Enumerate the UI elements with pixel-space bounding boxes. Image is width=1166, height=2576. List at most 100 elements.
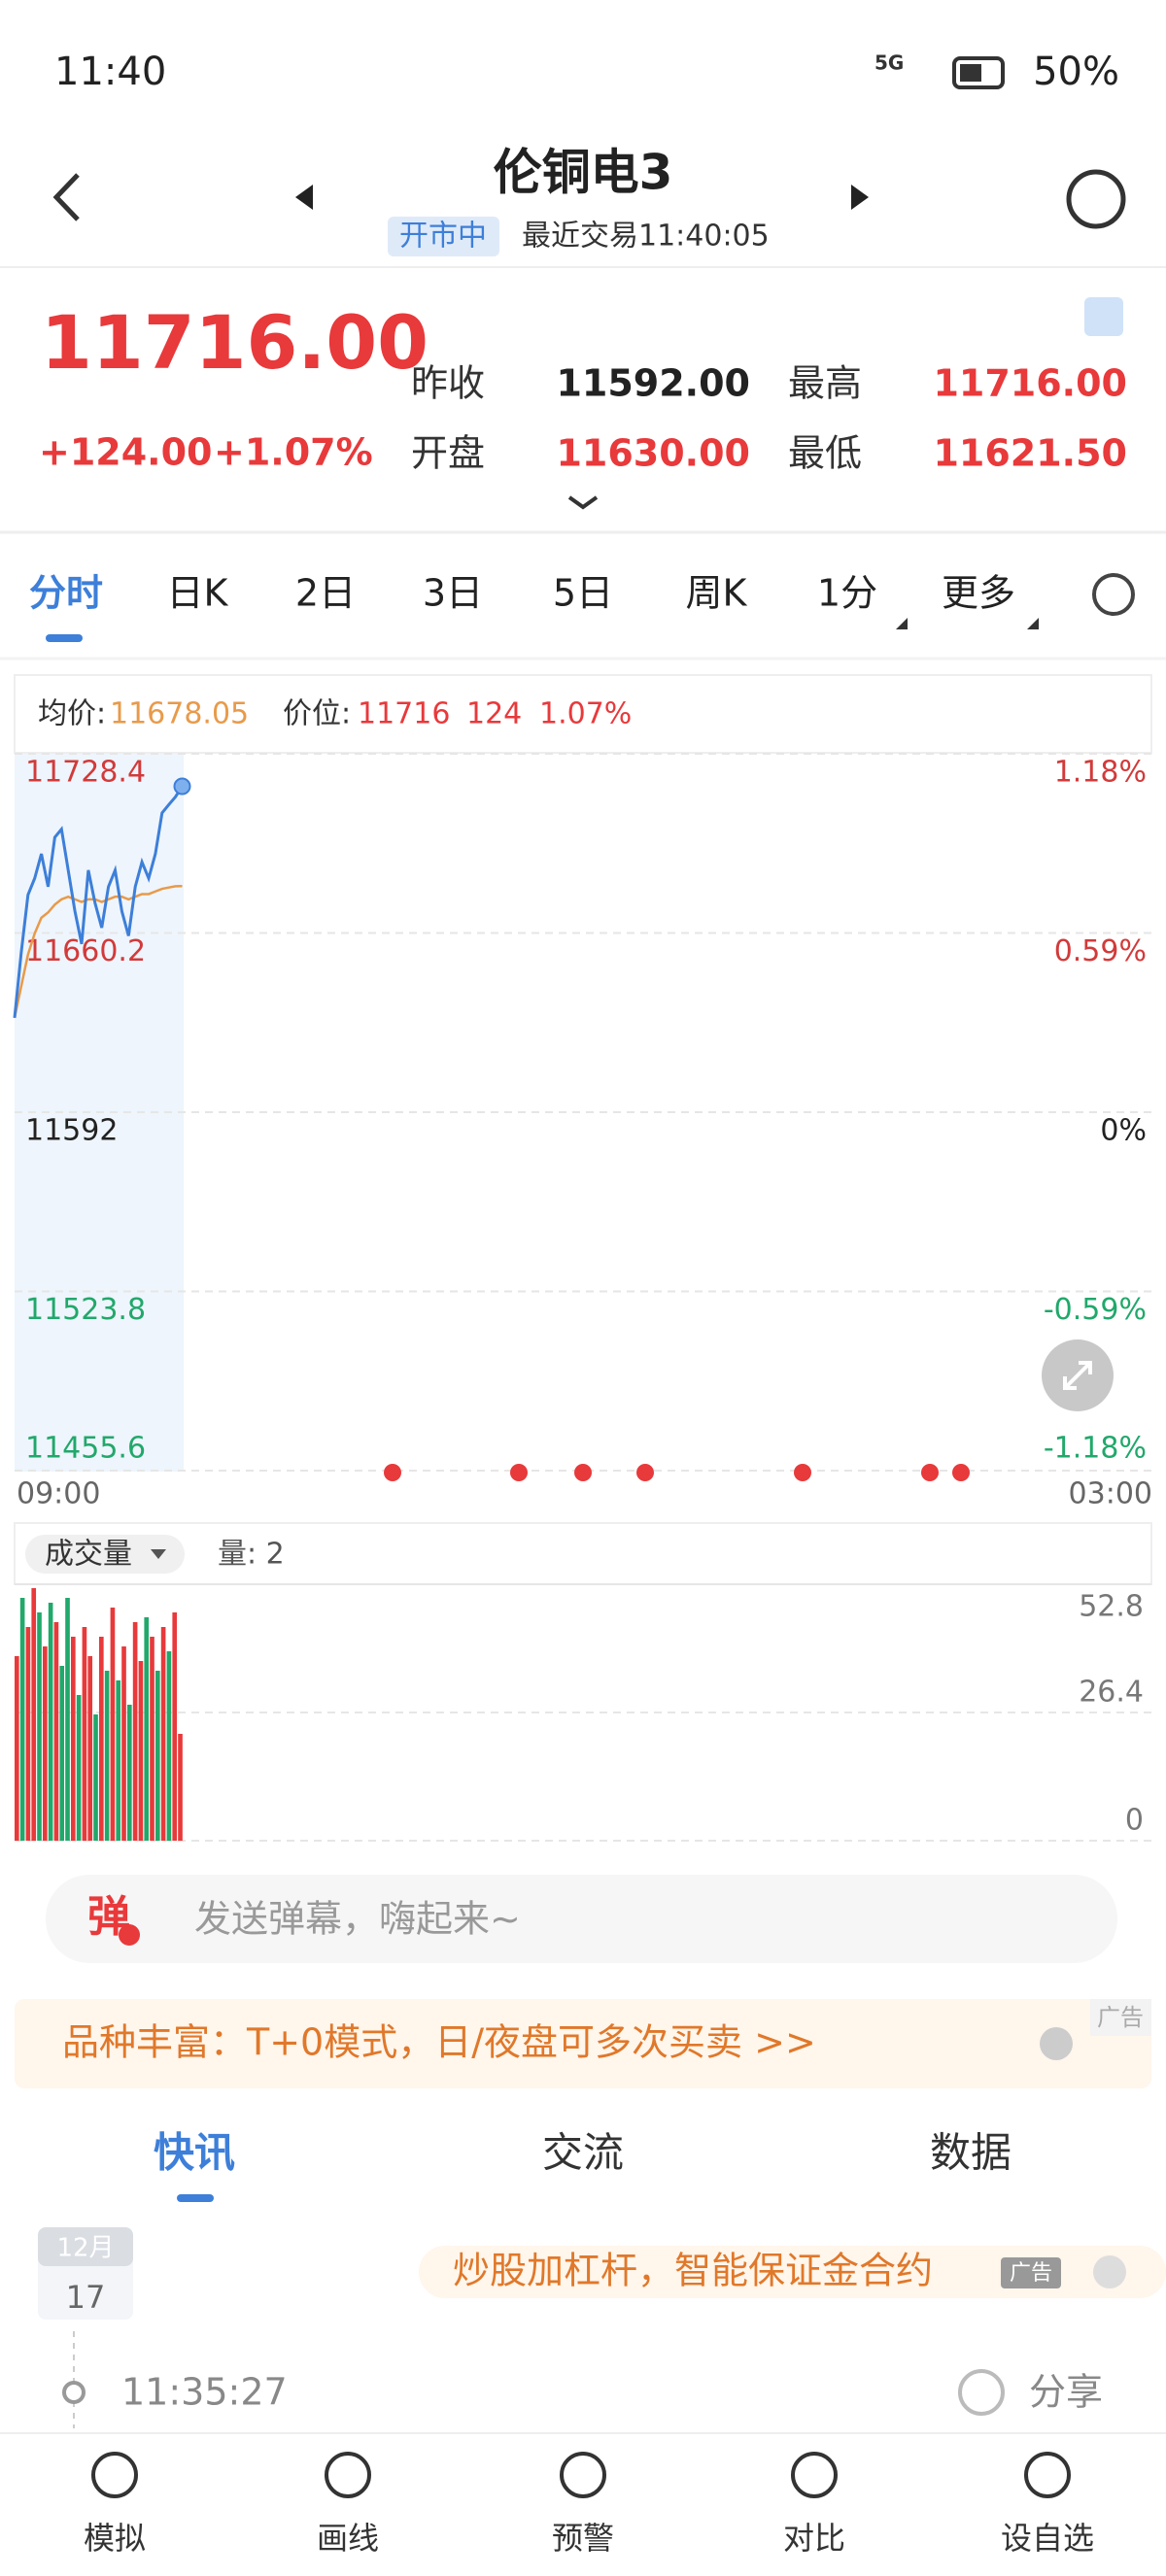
- expand-chevron[interactable]: [567, 495, 599, 510]
- volume-bar: [87, 1656, 93, 1841]
- danmu-input[interactable]: [46, 1875, 1117, 1963]
- tab[interactable]: 2日: [295, 572, 356, 615]
- event-dot[interactable]: [794, 1464, 811, 1481]
- status-battery: 50%: [1033, 50, 1119, 94]
- y-tick-label: 11728.4: [25, 756, 146, 790]
- volume-bar: [53, 1622, 59, 1841]
- tab[interactable]: 3日: [423, 572, 483, 615]
- volume-bar: [178, 1734, 183, 1841]
- change-pct-value: 1.07%: [539, 697, 632, 731]
- volume-bar: [76, 1695, 82, 1841]
- settings-icon[interactable]: [1092, 573, 1135, 616]
- price: 11716.00: [41, 299, 429, 386]
- bottom-nav: [0, 2433, 1166, 2576]
- prev-button[interactable]: [295, 185, 313, 210]
- y2-tick-label: 0%: [1100, 1114, 1147, 1148]
- date-month: 12月: [56, 2234, 114, 2263]
- field-label: 开盘: [411, 432, 485, 475]
- y-tick-label: 26.4: [1079, 1676, 1144, 1710]
- volume-qty: 量: 2: [218, 1538, 285, 1572]
- volume-bar: [155, 1671, 160, 1841]
- last-point: [173, 777, 191, 796]
- news-tab[interactable]: 交流: [542, 2129, 624, 2177]
- news-tab[interactable]: 数据: [930, 2129, 1012, 2177]
- nav-item[interactable]: 设自选: [1001, 2520, 1094, 2557]
- share-button[interactable]: 分享: [1029, 2371, 1103, 2414]
- nav-icon: [1024, 2452, 1071, 2498]
- volume-bar: [132, 1622, 138, 1841]
- event-dot[interactable]: [384, 1464, 401, 1481]
- event-dot[interactable]: [510, 1464, 528, 1481]
- tab[interactable]: 日K: [167, 572, 229, 615]
- tab-underline: [46, 634, 83, 642]
- back-button[interactable]: [52, 173, 80, 221]
- change: +124.00: [39, 431, 212, 474]
- field-value: 11592.00: [556, 362, 750, 405]
- refresh-button[interactable]: [1066, 169, 1126, 229]
- battery-icon: [952, 56, 1005, 89]
- change-pct: +1.07%: [214, 431, 373, 474]
- tab[interactable]: 1分: [817, 572, 877, 615]
- nav-item[interactable]: 预警: [552, 2520, 614, 2557]
- ad-banner[interactable]: [15, 1999, 1151, 2088]
- share-icon: [958, 2369, 1005, 2416]
- event-dot[interactable]: [574, 1464, 592, 1481]
- event-dot[interactable]: [921, 1464, 939, 1481]
- price-value: 11716: [358, 697, 450, 731]
- nav-icon: [325, 2452, 371, 2498]
- ad-close[interactable]: [1040, 2027, 1073, 2060]
- y-tick-label: 0: [1125, 1804, 1144, 1838]
- volume-bar: [127, 1705, 132, 1841]
- volume-bar: [82, 1627, 87, 1841]
- volume-bar: [150, 1637, 154, 1841]
- tab[interactable]: 5日: [553, 572, 613, 615]
- danmu-icon-badge: [119, 1924, 140, 1946]
- tab-dropdown: [896, 618, 908, 629]
- volume-bar: [138, 1661, 144, 1841]
- tab[interactable]: 分时: [29, 572, 103, 615]
- y-tick-label: 11455.6: [25, 1432, 146, 1466]
- volume-bar: [121, 1646, 126, 1841]
- volume-bar: [48, 1603, 53, 1841]
- date-day: 17: [66, 2279, 106, 2316]
- price-line: [13, 785, 184, 1019]
- news-tab[interactable]: 快讯: [154, 2129, 235, 2177]
- volume-bar: [93, 1714, 98, 1841]
- volume-label: 成交量: [45, 1538, 132, 1572]
- timeline-dot: [62, 2381, 86, 2404]
- tab[interactable]: 更多: [942, 572, 1015, 615]
- volume-bar: [43, 1646, 48, 1841]
- field-label: 最高: [788, 362, 862, 405]
- ad2-banner[interactable]: [419, 2246, 1166, 2298]
- nav-icon: [91, 2452, 138, 2498]
- status-time: 11:40: [54, 50, 166, 94]
- ad-tag: 广告: [1097, 2004, 1144, 2031]
- avg-value: 11678.05: [110, 697, 249, 731]
- tab[interactable]: 周K: [686, 572, 748, 615]
- volume-bar: [15, 1656, 19, 1841]
- nav-item[interactable]: 对比: [783, 2520, 845, 2557]
- nav-item[interactable]: 画线: [317, 2520, 379, 2557]
- title: 伦铜电3: [494, 145, 673, 201]
- field-label: 最低: [788, 432, 862, 475]
- ad2-close[interactable]: [1093, 2255, 1126, 2288]
- volume-bar: [59, 1666, 65, 1841]
- volume-bar: [160, 1627, 166, 1841]
- volume-bar: [172, 1612, 178, 1841]
- last-trade: 最近交易11:40:05: [522, 220, 770, 254]
- y2-tick-label: -0.59%: [1044, 1293, 1147, 1327]
- event-dot[interactable]: [952, 1464, 970, 1481]
- dropdown-arrow: [151, 1549, 166, 1559]
- nav-icon: [560, 2452, 606, 2498]
- x-label: 03:00: [1069, 1477, 1152, 1511]
- volume-selector[interactable]: [25, 1535, 185, 1574]
- volume-bar: [31, 1588, 37, 1841]
- chart-icon[interactable]: [1084, 297, 1123, 336]
- event-dots: [384, 1464, 970, 1481]
- event-dot[interactable]: [636, 1464, 654, 1481]
- danmu-placeholder: 发送弹幕，嗨起来~: [194, 1898, 521, 1941]
- next-button[interactable]: [851, 185, 869, 210]
- change-value: 124: [466, 697, 522, 731]
- field-value: 11630.00: [556, 432, 750, 475]
- nav-item[interactable]: 模拟: [84, 2520, 146, 2557]
